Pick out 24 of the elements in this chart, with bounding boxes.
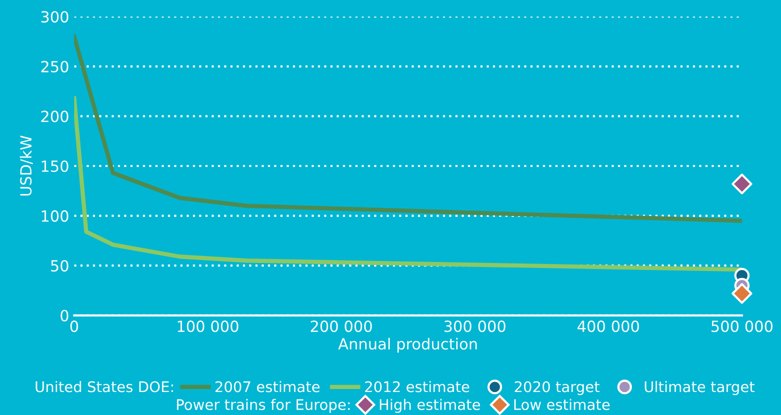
x-tick-label: 400 000	[578, 320, 639, 332]
x-tick-label: 500 000	[712, 320, 773, 332]
legend-label: 2007 estimate	[215, 380, 320, 392]
x-tick-label: 0	[70, 320, 78, 332]
line-series	[74, 34, 742, 223]
y-tick-label: 300	[41, 11, 68, 23]
text: Power trains for Europe:	[177, 398, 350, 413]
legend-label: 2012 estimate	[365, 380, 470, 392]
legend-label: 2020 target	[514, 381, 600, 396]
legend-label: Ultimate target	[644, 380, 755, 396]
x-tick-label: 200 000	[310, 320, 372, 332]
y-tick-label: 0	[60, 310, 68, 322]
y-tick-label: 150	[42, 160, 68, 172]
y-tick-label: 200	[41, 110, 68, 122]
y-axis-title: USD/kW	[20, 136, 33, 196]
legend-label: Low estimate	[514, 398, 610, 410]
y-tick-label: 100	[42, 210, 68, 222]
text: United States DOE:	[36, 380, 173, 392]
x-tick-label: 300 000	[444, 320, 506, 332]
y-tick-label: 250	[41, 60, 68, 72]
y-tick-label: 50	[51, 260, 68, 272]
x-tick-label: 100 000	[178, 320, 238, 332]
x-axis-title: Annual production	[338, 338, 477, 353]
legend-label: High estimate	[380, 398, 480, 413]
